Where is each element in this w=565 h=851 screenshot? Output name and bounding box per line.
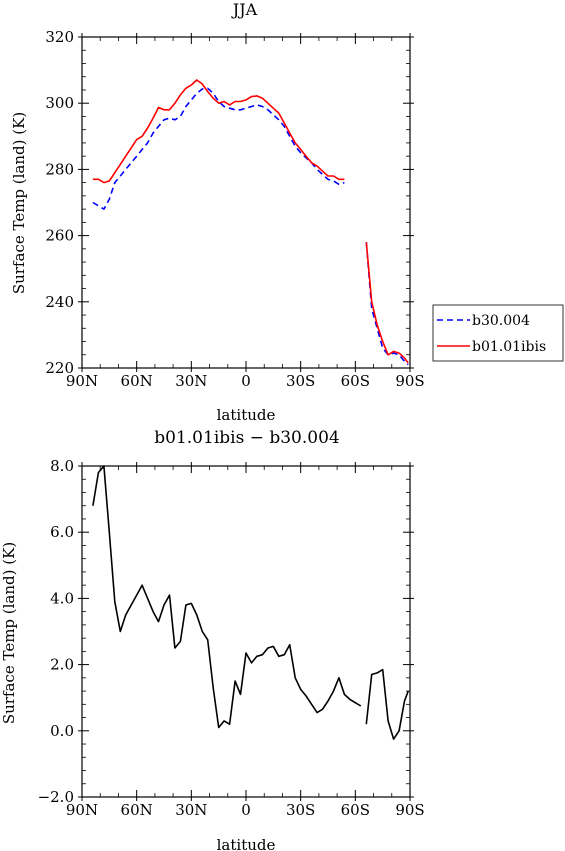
x-tick-label: 60S [341, 372, 370, 390]
y-tick-label: 0.0 [50, 722, 74, 740]
x-tick-label: 90S [395, 372, 424, 390]
axis-ticks: 90N 60N 30N 0 30S 60S 90S 220 240 260 280 300 320 [45, 28, 424, 390]
axis-ticks: 90N 60N 30N 0 30S 60S 90S −2.0 0.0 2.0 4.0 6.0 8.0 [38, 457, 425, 819]
y-tick-label: 6.0 [50, 523, 74, 541]
difference-panel: b01.01ibis − b30.004 latitude Surface Te… [0, 428, 425, 851]
y-axis-label: Surface Temp (land) (K) [0, 542, 18, 724]
chart-title: b01.01ibis − b30.004 [154, 428, 339, 448]
x-tick-label: 60S [341, 801, 370, 819]
series-layer [92, 79, 409, 366]
x-tick-label: 0 [241, 801, 251, 819]
x-tick-label: 90N [66, 372, 98, 390]
y-tick-label: 2.0 [50, 656, 74, 674]
x-tick-label: 30N [175, 801, 207, 819]
plot-frame [81, 36, 411, 369]
x-axis-label: latitude [217, 406, 276, 424]
temperature-panel: JJA latitude Surface Temp (land) (K) 90N… [10, 0, 564, 424]
x-tick-label: 30N [175, 372, 207, 390]
y-tick-label: 260 [45, 227, 74, 245]
legend-box [432, 304, 564, 362]
x-axis-label: latitude [217, 836, 276, 851]
series-line-0 [92, 87, 409, 366]
y-tick-label: 280 [45, 160, 74, 178]
x-tick-label: 60N [121, 372, 153, 390]
legend-label-b01: b01.01ibis [472, 339, 546, 355]
legend: b30.004 b01.01ibis [432, 304, 564, 362]
series-layer [92, 465, 409, 740]
plot-frame [81, 465, 411, 798]
x-tick-label: 0 [241, 372, 251, 390]
y-tick-label: 8.0 [50, 457, 74, 475]
x-tick-label: 60N [121, 801, 153, 819]
y-axis-label: Surface Temp (land) (K) [10, 112, 28, 294]
x-tick-label: 30S [286, 801, 315, 819]
y-tick-label: 4.0 [50, 589, 74, 607]
x-tick-label: 90N [66, 801, 98, 819]
chart-title: JJA [231, 0, 258, 19]
y-tick-label: 220 [45, 359, 74, 377]
series-line-1 [92, 79, 409, 364]
x-tick-label: 30S [286, 372, 315, 390]
y-tick-label: 300 [45, 94, 74, 112]
series-line-0 [92, 465, 409, 740]
legend-label-b30: b30.004 [472, 313, 530, 329]
x-tick-label: 90S [395, 801, 424, 819]
y-tick-label: 320 [45, 28, 74, 46]
y-tick-label: 240 [45, 293, 74, 311]
y-tick-label: −2.0 [38, 788, 74, 806]
